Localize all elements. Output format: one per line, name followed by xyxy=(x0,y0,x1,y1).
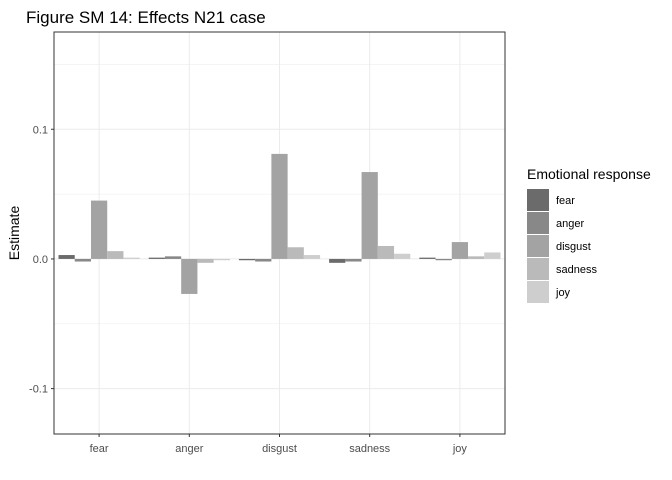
legend-key-fear xyxy=(527,189,549,211)
x-axis-ticks: fear anger disgust sadness joy xyxy=(90,434,468,455)
bar-joy-anger xyxy=(435,258,452,261)
x-tick-label: joy xyxy=(452,443,468,455)
bar-disgust-sadness xyxy=(287,247,304,259)
bar-sadness-fear xyxy=(329,258,346,263)
bar-joy-joy xyxy=(484,252,501,259)
x-tick-label: disgust xyxy=(262,443,297,455)
legend-label-sadness: sadness xyxy=(556,264,597,276)
bar-anger-sadness xyxy=(197,258,214,263)
bar-disgust-anger xyxy=(255,258,272,262)
chart-title: Figure SM 14: Effects N21 case xyxy=(26,8,266,27)
legend-title: Emotional response xyxy=(527,166,651,182)
bar-sadness-disgust xyxy=(361,172,378,259)
legend-key-sadness xyxy=(527,258,549,280)
bar-anger-disgust xyxy=(181,258,198,294)
bar-disgust-disgust xyxy=(271,153,288,259)
legend-label-disgust: disgust xyxy=(556,241,591,253)
x-tick-label: fear xyxy=(90,443,109,455)
bar-disgust-fear xyxy=(238,258,256,261)
bar-fear-disgust xyxy=(90,200,108,259)
bar-anger-fear xyxy=(148,257,165,259)
y-axis-ticks: -0.1 0.0 0.1 xyxy=(29,124,54,396)
y-tick-label: 0.1 xyxy=(33,124,48,136)
bar-sadness-anger xyxy=(345,258,362,262)
bar-sadness-joy xyxy=(394,253,411,259)
bar-joy-disgust xyxy=(451,242,469,259)
bar-sadness-sadness xyxy=(377,245,395,259)
legend-key-disgust xyxy=(527,235,549,257)
bar-joy-sadness xyxy=(468,256,485,259)
bar-anger-anger xyxy=(164,256,182,259)
bar-joy-fear xyxy=(419,257,436,259)
bar-fear-joy xyxy=(123,257,140,259)
legend: fear anger disgust sadness joy xyxy=(527,189,597,303)
legend-label-joy: joy xyxy=(555,287,571,299)
legend-key-anger xyxy=(527,212,549,234)
bars xyxy=(58,153,501,294)
bar-anger-joy xyxy=(213,258,230,261)
x-tick-label: anger xyxy=(175,443,203,455)
y-tick-label: -0.1 xyxy=(29,384,48,396)
legend-label-fear: fear xyxy=(556,195,575,207)
x-tick-label: sadness xyxy=(349,443,390,455)
bar-disgust-joy xyxy=(303,255,321,259)
legend-label-anger: anger xyxy=(556,218,584,230)
y-axis-title: Estimate xyxy=(6,206,22,261)
y-tick-label: 0.0 xyxy=(33,254,48,266)
bar-fear-fear xyxy=(58,255,75,259)
bar-fear-anger xyxy=(74,258,91,262)
bar-fear-sadness xyxy=(107,251,124,259)
legend-key-joy xyxy=(527,281,549,303)
